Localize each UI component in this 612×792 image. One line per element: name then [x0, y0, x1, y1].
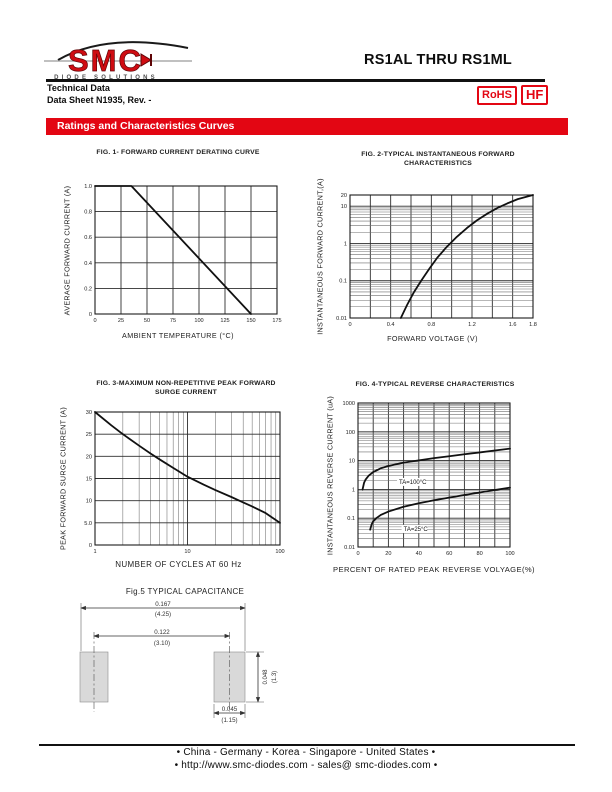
series-TA=100C	[361, 447, 511, 491]
x-tick-label: 0	[348, 322, 351, 328]
y-tick-label: 0.8	[84, 210, 92, 216]
x-tick-label: 1.8	[529, 322, 537, 328]
page-title: RS1AL THRU RS1ML	[364, 52, 512, 68]
fig4-chart: TA=100°C TA=25°C 0 20 40 60 80 100 1000 100 10 1 0.1…	[343, 401, 515, 557]
pitch-dim-in: 0.122	[154, 629, 170, 636]
pad-height-in: 0.048	[263, 669, 269, 685]
header-rule	[46, 79, 545, 82]
smc-logo: SMC DIODE SOLUTIONS	[44, 41, 192, 81]
x-tick-label: 0.4	[387, 322, 395, 328]
footer-locations: • China - Germany - Korea - Singapore - …	[176, 747, 436, 758]
fig5-drawing: 0.167 (4.25) 0.122 (3.10) 0.048 (1.3) 0.…	[79, 601, 278, 724]
y-tick-label: 100	[346, 430, 355, 436]
fig3-xlabel: NUMBER OF CYCLES AT 60 Hz	[115, 560, 242, 569]
x-tick-label: 25	[118, 318, 124, 324]
y-tick-label: 15	[86, 477, 92, 483]
y-tick-label: 0	[89, 543, 92, 549]
tech-line-1: Technical Data	[47, 83, 110, 93]
y-tick-label: 0.4	[84, 261, 92, 267]
fig1-xlabel: AMBIENT TEMPERATURE (°C)	[122, 331, 234, 340]
x-tick-label: 0.8	[427, 322, 435, 328]
y-tick-label: 1.0	[84, 184, 92, 190]
x-tick-label: 60	[446, 551, 452, 557]
pad-height-mm: (1.3)	[272, 671, 278, 683]
series-TA=25C	[369, 486, 511, 531]
fig3-ylabel: PEAK FORWARD SURGE CURRENT (A)	[58, 406, 68, 551]
y-tick-label: 0.1	[347, 516, 355, 522]
x-tick-label: 100	[275, 549, 284, 555]
fig2-ylabel: INSTANTANEOUS FORWARD CURRENT,(A)	[315, 178, 325, 335]
tech-line-2: Data Sheet N1935, Rev. -	[47, 94, 152, 105]
diode-symbol-icon	[140, 53, 152, 67]
y-tick-label: 1	[344, 241, 347, 247]
x-tick-label: 100	[194, 318, 203, 324]
pad-width-mm: (1.15)	[221, 717, 237, 724]
series-surge	[94, 411, 281, 524]
hf-badge: HF	[521, 85, 549, 105]
y-tick-label: 0.01	[336, 316, 347, 322]
curve-label: TA=100°C	[399, 480, 427, 486]
curve-label: TA=25°C	[404, 527, 429, 533]
x-tick-label: 1.2	[468, 322, 476, 328]
x-tick-label: 1.6	[509, 322, 517, 328]
fig1-title: FIG. 1- FORWARD CURRENT DERATING CURVE	[96, 149, 260, 156]
fig2-chart: 0 0.4 0.8 1.2 1.6 1.8 20 10 1 0.1 0.01	[336, 193, 537, 328]
y-tick-label: 0.01	[344, 545, 355, 551]
logo-subtext: DIODE SOLUTIONS	[54, 75, 158, 81]
x-tick-label: 10	[184, 549, 190, 555]
y-tick-label: 0.2	[84, 286, 92, 292]
x-tick-label: 75	[170, 318, 176, 324]
series-forward	[399, 194, 534, 319]
y-tick-label: 1	[352, 487, 355, 493]
fig4-xlabel: PERCENT OF RATED PEAK REVERSE VOLYAGE(%)	[333, 565, 535, 574]
y-tick-label: 20	[341, 193, 347, 199]
fig2-title: FIG. 2-TYPICAL INSTANTANEOUS FORWARD CHA…	[361, 151, 515, 167]
pitch-dim-mm: (3.10)	[154, 640, 170, 647]
fig2-xlabel: FORWARD VOLTAGE (V)	[387, 334, 478, 343]
x-tick-label: 20	[385, 551, 391, 557]
footer-contact: • http://www.smc-diodes.com - sales@ smc…	[174, 760, 438, 771]
fig3-title: FIG. 3-MAXIMUM NON-REPETITIVE PEAK FORWA…	[96, 380, 276, 396]
section-banner: Ratings and Characteristics Curves	[46, 118, 568, 135]
fig3-chart: 1 10 100 30 25 20 15 10 5.0 0	[84, 410, 284, 555]
y-tick-label: 0	[89, 312, 92, 318]
pad-width-in: 0.045	[222, 706, 238, 713]
y-tick-label: 10	[86, 499, 92, 505]
x-tick-label: 80	[476, 551, 482, 557]
fig5-title: Fig.5 TYPICAL CAPACITANCE	[125, 587, 245, 596]
logo-text: SMC	[68, 43, 143, 78]
y-tick-label: 1000	[343, 401, 355, 407]
overall-dim-in: 0.167	[155, 601, 171, 608]
technical-data-block: Technical Data Data Sheet N1935, Rev. -	[47, 83, 151, 106]
x-tick-label: 175	[272, 318, 281, 324]
y-tick-label: 0.1	[339, 279, 347, 285]
y-tick-label: 0.6	[84, 235, 92, 241]
footer-rule	[39, 744, 575, 746]
logo-arc	[57, 41, 189, 61]
x-tick-label: 40	[416, 551, 422, 557]
overall-dim-mm: (4.25)	[155, 611, 171, 618]
x-tick-label: 50	[144, 318, 150, 324]
x-tick-label: 100	[505, 551, 514, 557]
y-tick-label: 25	[86, 432, 92, 438]
x-tick-label: 0	[93, 318, 96, 324]
x-tick-label: 150	[246, 318, 255, 324]
x-tick-label: 125	[220, 318, 229, 324]
fig4-title: FIG. 4-TYPICAL REVERSE CHARACTERISTICS	[355, 381, 515, 388]
fig1-chart: 0 25 50 75 100 125 150 175 1.0 0.8 0.6 0.4 0.2 0	[84, 184, 281, 324]
y-tick-label: 20	[86, 454, 92, 460]
y-tick-label: 30	[86, 410, 92, 416]
rohs-badge: RoHS	[477, 86, 517, 105]
section-banner-title: Ratings and Characteristics Curves	[57, 120, 235, 132]
y-tick-label: 5.0	[84, 521, 92, 527]
series-derating	[94, 185, 252, 315]
y-tick-label: 10	[341, 204, 347, 210]
x-tick-label: 1	[93, 549, 96, 555]
x-tick-label: 0	[356, 551, 359, 557]
y-tick-label: 10	[349, 459, 355, 465]
